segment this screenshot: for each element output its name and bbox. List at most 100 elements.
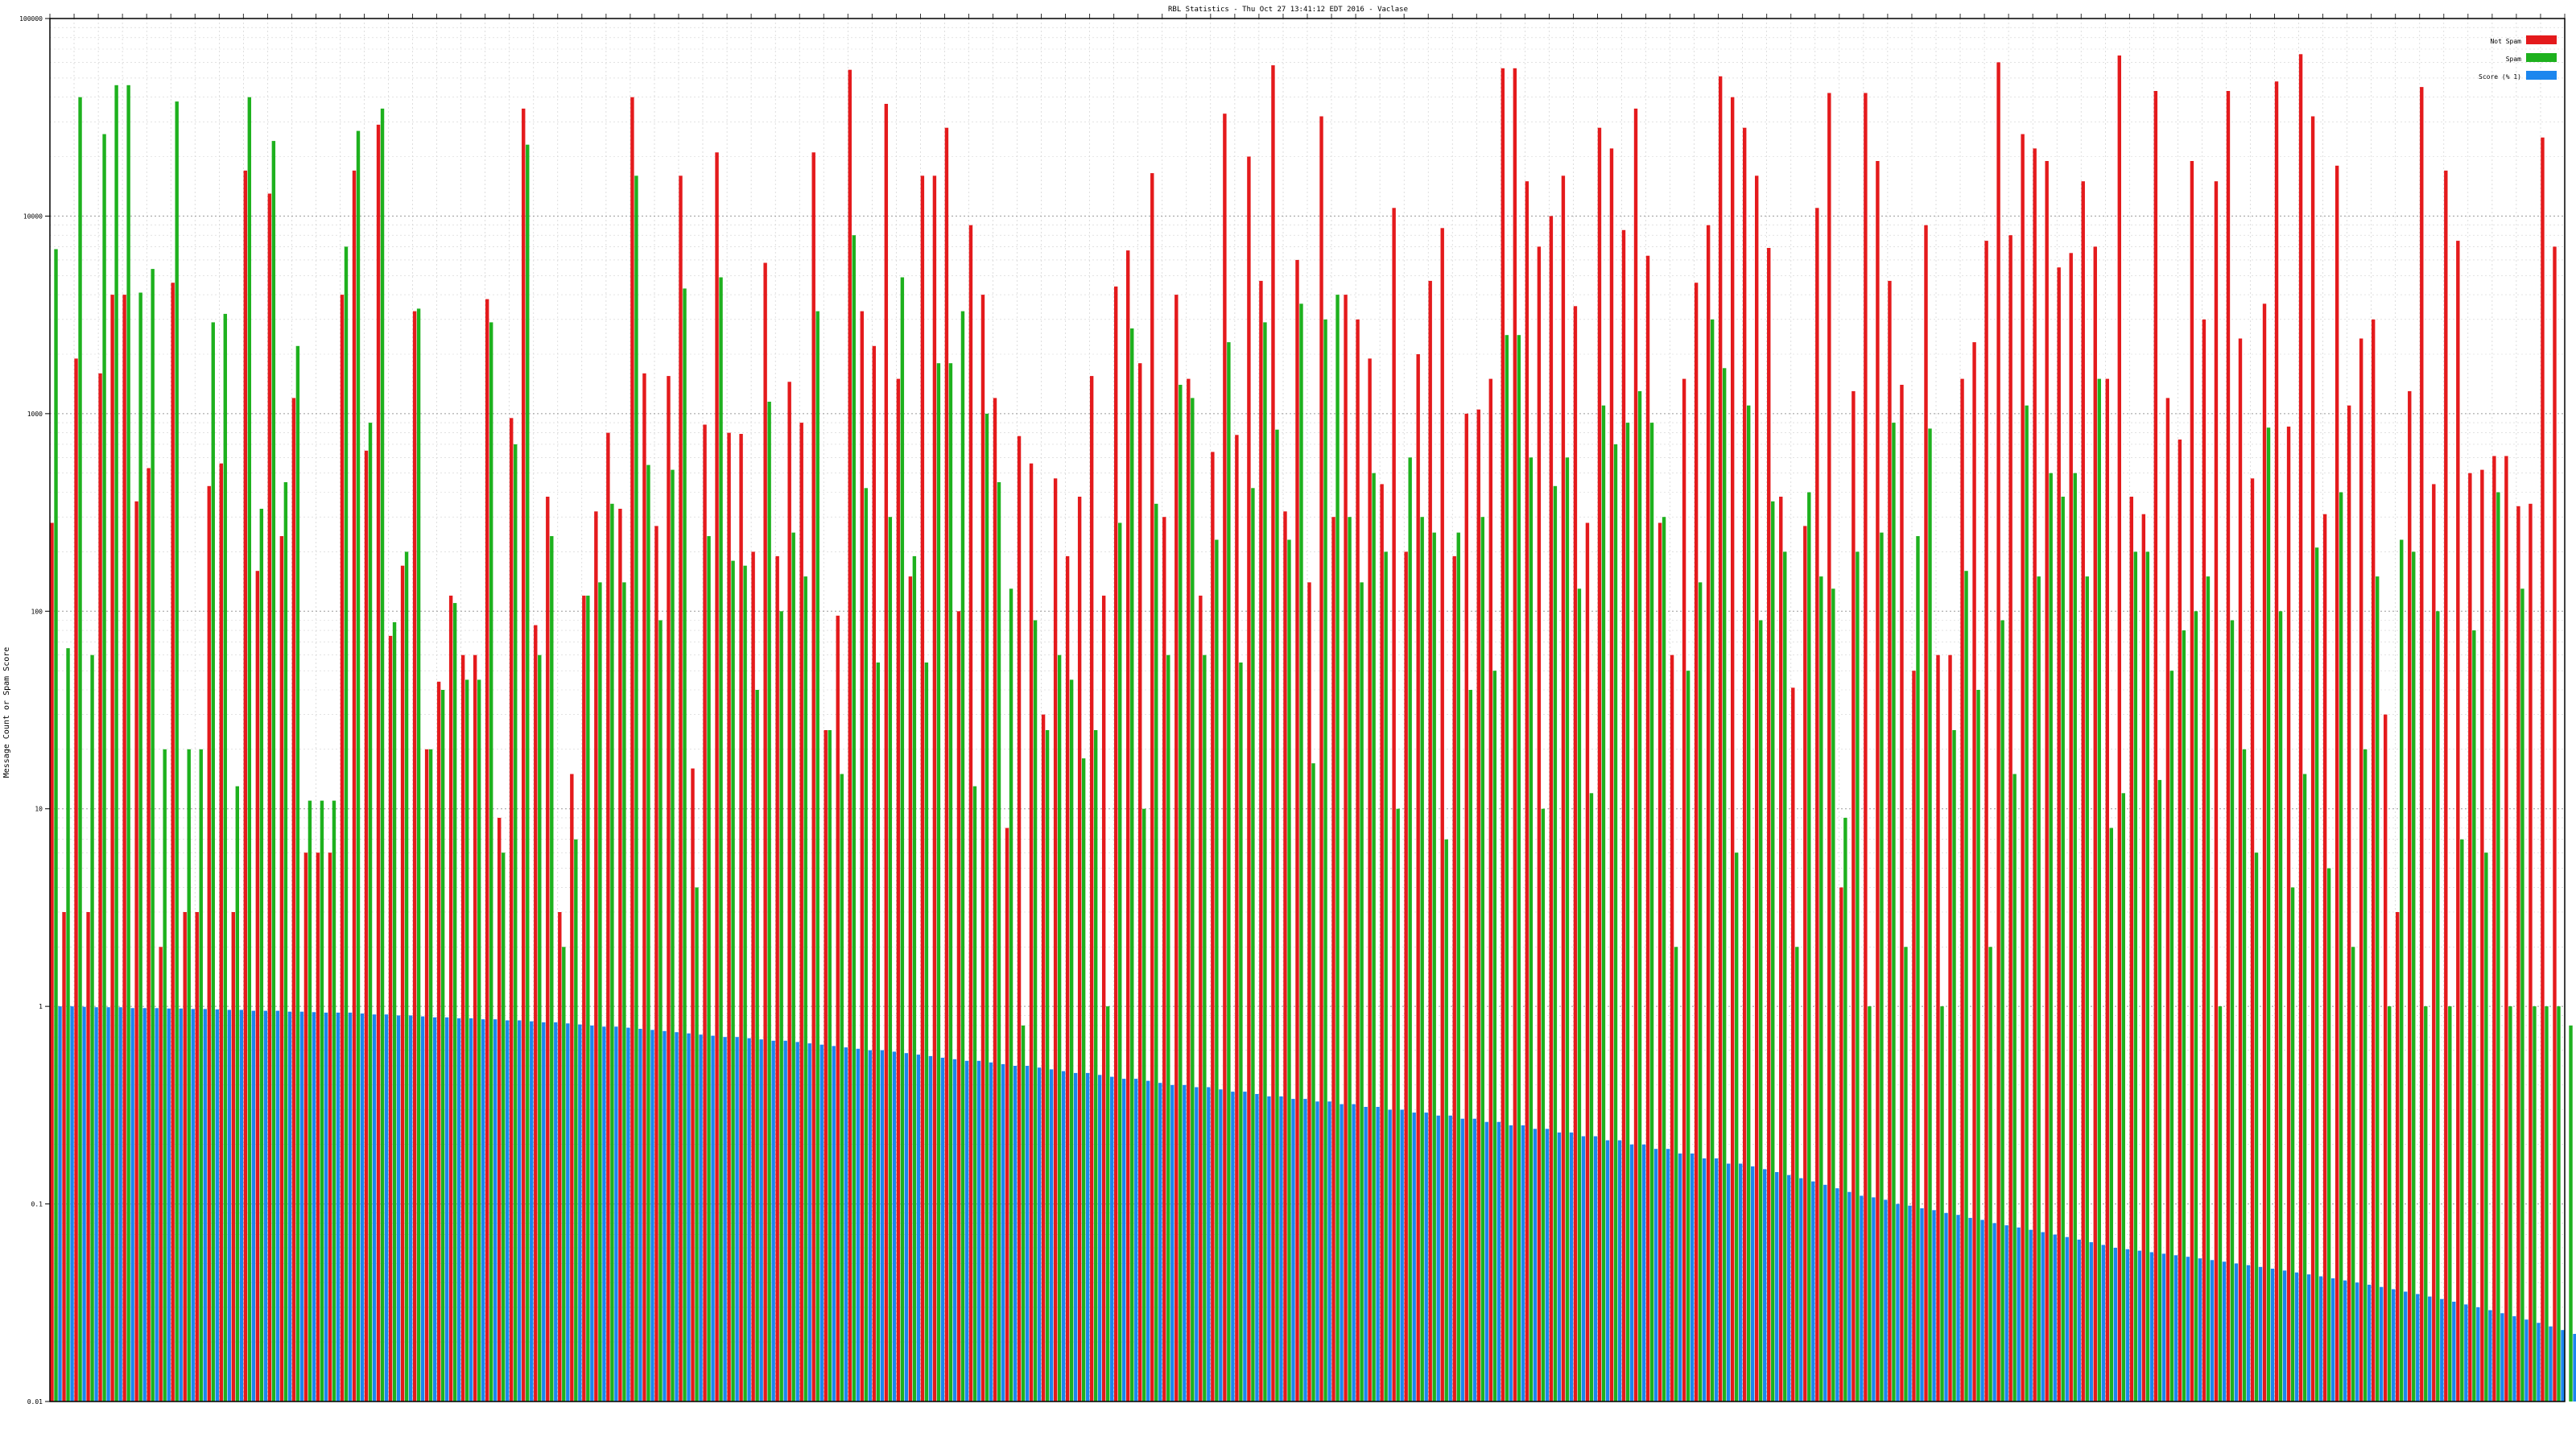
- bar-spam: [1807, 492, 1811, 1402]
- bar-score: [299, 1011, 304, 1402]
- bar-score: [2174, 1255, 2178, 1402]
- bar-spam: [344, 246, 349, 1402]
- bar-score: [2282, 1270, 2287, 1402]
- bar-not-spam: [606, 432, 610, 1402]
- bar-spam: [828, 730, 832, 1402]
- bar-not-spam: [1428, 280, 1432, 1402]
- bar-spam: [356, 130, 361, 1402]
- bar-score: [747, 1038, 751, 1402]
- bar-not-spam: [448, 595, 453, 1402]
- bar-spam: [731, 560, 735, 1402]
- bar-spam: [2025, 405, 2029, 1402]
- bar-spam: [2073, 473, 2077, 1402]
- bar-spam: [876, 663, 881, 1402]
- bar-score: [566, 1023, 570, 1402]
- bar-not-spam: [1101, 595, 1106, 1402]
- bar-not-spam: [2298, 54, 2303, 1402]
- bar-score: [456, 1018, 461, 1402]
- bar-not-spam: [2347, 405, 2351, 1402]
- bar-spam: [586, 595, 590, 1402]
- bar-score: [638, 1029, 642, 1402]
- bar-spam: [1348, 517, 1352, 1402]
- bar-score: [1884, 1199, 1888, 1402]
- bar-not-spam: [2516, 506, 2520, 1402]
- bar-spam: [1360, 582, 1364, 1402]
- bar-not-spam: [2408, 390, 2412, 1402]
- bar-score: [1847, 1191, 1852, 1402]
- bar-not-spam: [2262, 303, 2267, 1402]
- bar-spam: [1444, 839, 1448, 1402]
- bar-score: [324, 1012, 328, 1402]
- bar-score: [1690, 1153, 1695, 1402]
- bar-not-spam: [618, 509, 622, 1402]
- bar-spam: [223, 313, 227, 1402]
- bar-spam: [1952, 730, 1956, 1402]
- bar-score: [1714, 1158, 1719, 1402]
- bar-not-spam: [1501, 68, 1505, 1402]
- bar-not-spam: [980, 295, 985, 1402]
- bar-score: [1364, 1107, 1368, 1402]
- bar-score: [2452, 1302, 2456, 1402]
- bar-spam: [2133, 551, 2138, 1402]
- bar-not-spam: [1633, 108, 1638, 1402]
- bar-not-spam: [1779, 497, 1783, 1402]
- bar-spam: [815, 311, 819, 1402]
- bar-spam: [1880, 532, 1884, 1402]
- bar-score: [2549, 1326, 2553, 1402]
- bar-spam: [199, 749, 203, 1402]
- bar-not-spam: [388, 635, 393, 1402]
- bar-spam: [1335, 295, 1340, 1402]
- bar-not-spam: [1271, 65, 1275, 1402]
- bar-spam: [2351, 947, 2355, 1402]
- bar-not-spam: [352, 170, 357, 1402]
- bar-spam: [2206, 576, 2211, 1402]
- bar-score: [1279, 1096, 1283, 1402]
- bar-score: [1702, 1158, 1707, 1402]
- bar-spam: [1734, 852, 1739, 1402]
- bar-not-spam: [1211, 452, 1215, 1402]
- bar-spam: [126, 85, 130, 1402]
- bar-score: [1340, 1104, 1344, 1402]
- bar-not-spam: [1416, 354, 1420, 1402]
- bar-not-spam: [546, 497, 550, 1402]
- bar-spam: [2326, 868, 2331, 1402]
- bar-not-spam: [1476, 409, 1480, 1402]
- bar-spam: [900, 277, 905, 1402]
- bar-not-spam: [303, 852, 308, 1402]
- bar-not-spam: [811, 152, 815, 1402]
- bar-spam: [332, 800, 336, 1402]
- bar-spam: [295, 345, 300, 1402]
- bar-spam: [803, 576, 807, 1402]
- bar-spam: [2448, 1006, 2452, 1402]
- bar-spam: [1142, 808, 1146, 1402]
- bar-score: [807, 1043, 811, 1402]
- y-axis-label: Message Count or Spam Score: [2, 647, 11, 778]
- bar-not-spam: [231, 912, 235, 1402]
- bar-spam: [1033, 620, 1038, 1402]
- bar-not-spam: [920, 175, 925, 1402]
- bar-score: [2222, 1261, 2227, 1402]
- bar-score: [868, 1050, 873, 1402]
- bar-spam: [1553, 485, 1558, 1402]
- bar-not-spam: [279, 536, 284, 1402]
- bar-score: [2500, 1313, 2504, 1402]
- bar-not-spam: [2504, 456, 2508, 1402]
- bar-score: [1678, 1153, 1682, 1402]
- bar-not-spam: [328, 852, 332, 1402]
- bar-score: [227, 1009, 231, 1402]
- bar-spam: [2254, 852, 2259, 1402]
- y-tick-label: 1: [39, 1003, 43, 1010]
- bar-not-spam: [1755, 175, 1759, 1402]
- bar-score: [832, 1046, 836, 1402]
- bar-spam: [1964, 571, 1968, 1402]
- bar-spam: [54, 249, 58, 1402]
- bar-score: [2017, 1227, 2021, 1402]
- bar-not-spam: [2093, 246, 2097, 1402]
- bar-not-spam: [1368, 358, 1372, 1402]
- bar-not-spam: [836, 615, 840, 1402]
- bar-not-spam: [522, 108, 526, 1402]
- bar-spam: [1021, 1025, 1026, 1402]
- bar-score: [1920, 1208, 1924, 1402]
- bar-spam: [948, 363, 953, 1402]
- bar-not-spam: [2432, 484, 2436, 1402]
